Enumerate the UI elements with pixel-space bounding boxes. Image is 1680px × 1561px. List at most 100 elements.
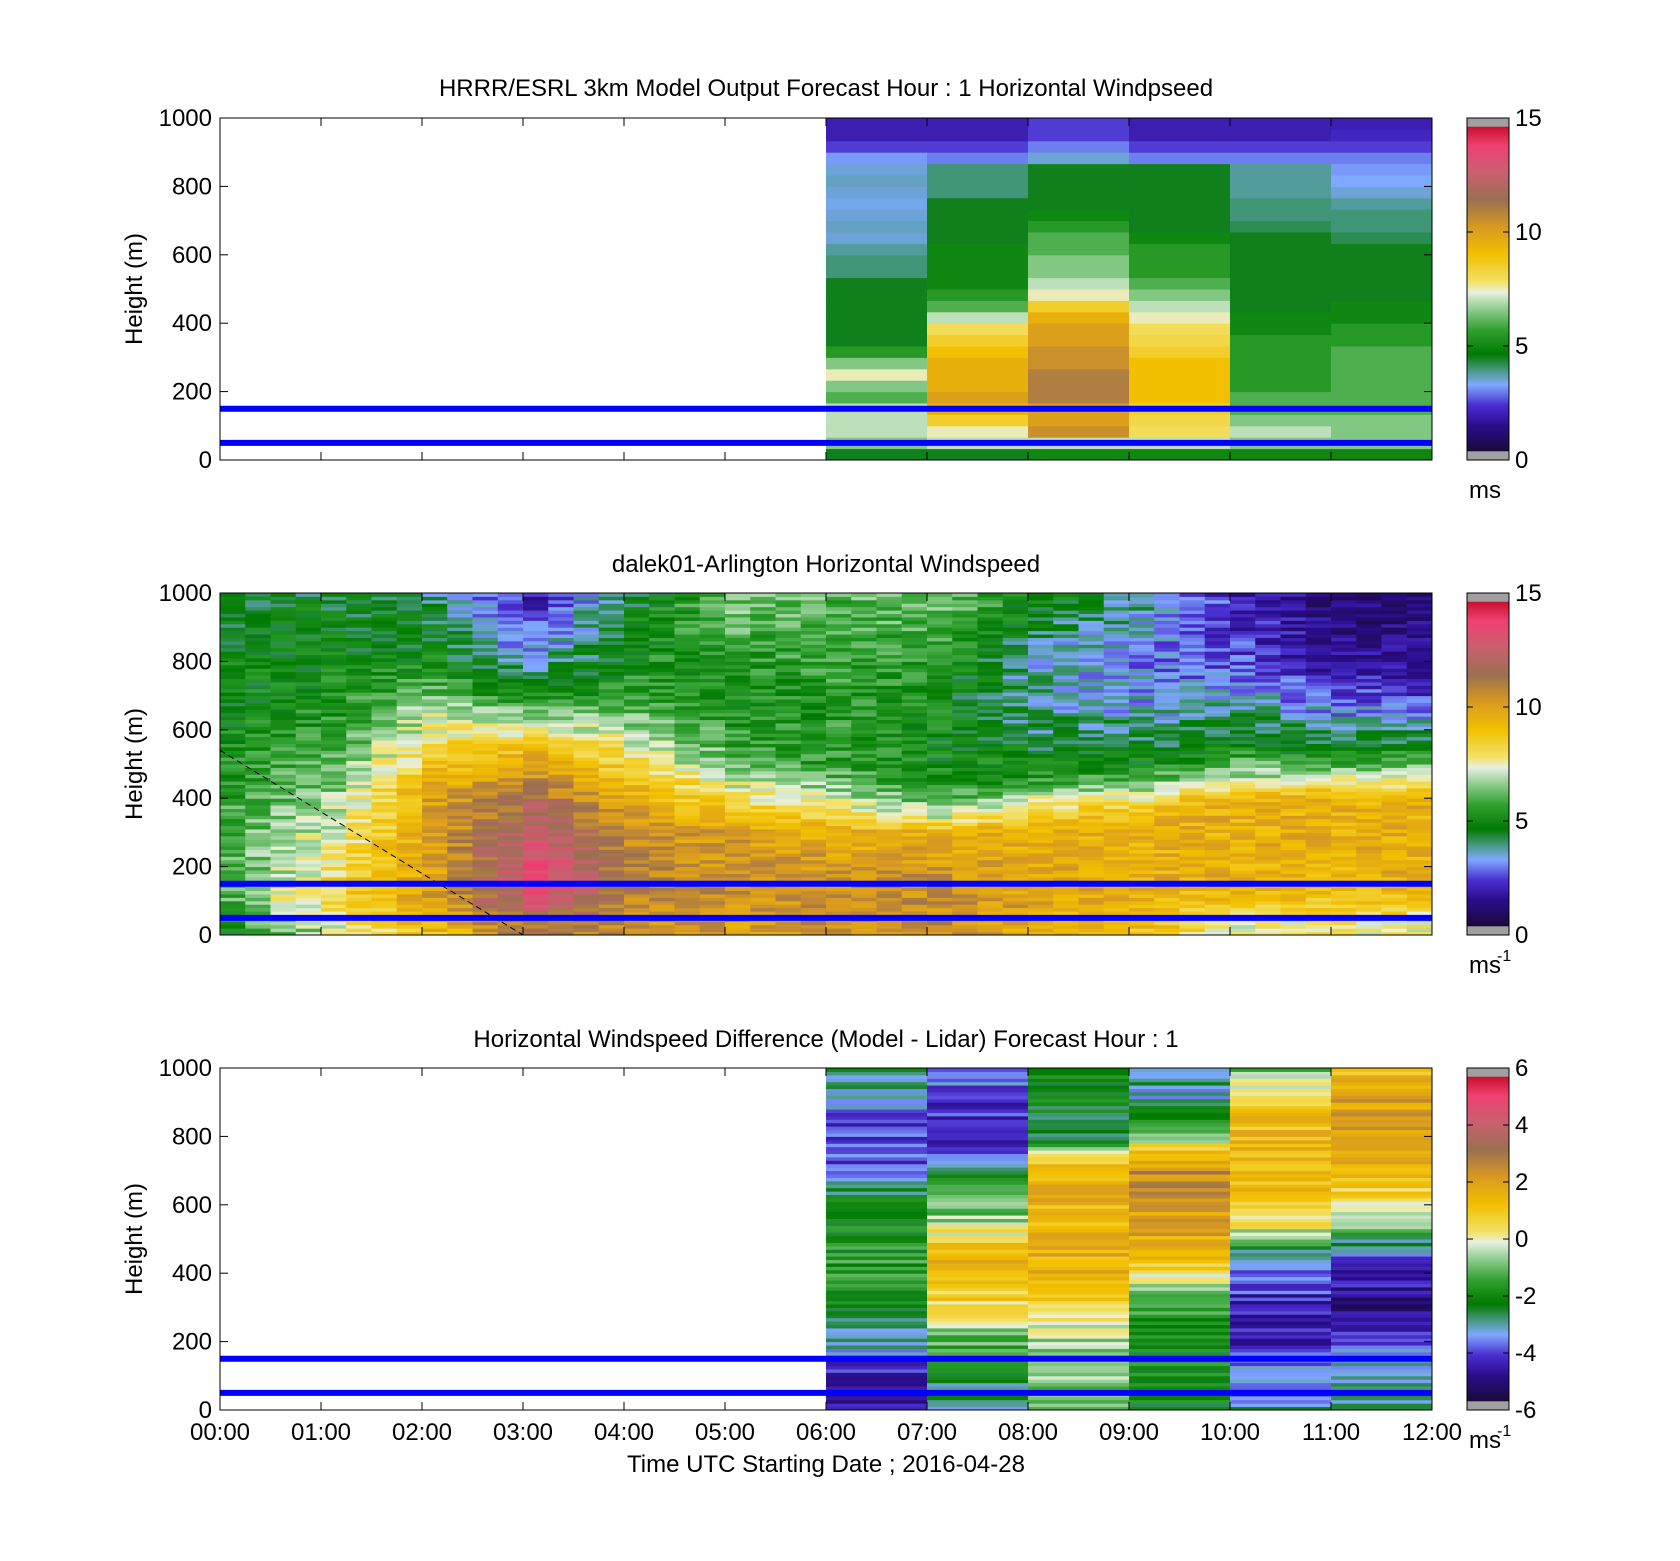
colorbar [1467, 118, 1509, 460]
heatmap-cell [851, 767, 877, 772]
heatmap-cell [396, 777, 423, 782]
heatmap-cell [901, 596, 928, 601]
heatmap-cell [952, 692, 978, 697]
heatmap-cell [1331, 140, 1433, 153]
heatmap-cell [472, 784, 499, 789]
heatmap-cell [220, 640, 246, 645]
heatmap-cell [1002, 900, 1029, 905]
heatmap-cell [775, 876, 802, 881]
heatmap-cell [1129, 767, 1155, 772]
heatmap-cell [901, 661, 928, 666]
heatmap-cell [497, 681, 524, 686]
heatmap-cell [1305, 593, 1332, 597]
heatmap-cell [1406, 890, 1433, 895]
heatmap-cell [1280, 822, 1307, 827]
heatmap-cell [1129, 743, 1155, 748]
heatmap-cell [674, 743, 701, 748]
heatmap-cell [1129, 750, 1155, 755]
heatmap-cell [800, 811, 827, 816]
heatmap-cell [1129, 692, 1155, 697]
heatmap-cell [396, 781, 423, 786]
heatmap-cell [573, 733, 600, 738]
heatmap-cell [1305, 692, 1332, 697]
heatmap-cell [649, 675, 675, 679]
heatmap-cell [649, 911, 675, 915]
heatmap-cell [800, 599, 827, 604]
heatmap-cell [775, 911, 802, 915]
heatmap-cell [851, 736, 877, 741]
heatmap-cell [497, 890, 524, 895]
heatmap-cell [371, 767, 398, 772]
heatmap-cell [1053, 610, 1079, 615]
heatmap-cell [295, 897, 322, 902]
heatmap-cell [371, 798, 398, 803]
heatmap-cell [1002, 654, 1029, 659]
heatmap-cell [1230, 931, 1256, 936]
heatmap-cell [1028, 781, 1054, 786]
heatmap-cell [1356, 712, 1382, 717]
heatmap-cell [1002, 692, 1029, 697]
heatmap-cell [800, 637, 827, 642]
heatmap-cell [220, 664, 246, 669]
heatmap-cell [775, 722, 802, 727]
heatmap-cell [775, 893, 802, 898]
heatmap-cell [1305, 719, 1332, 724]
heatmap-cell [952, 599, 978, 604]
heatmap-cell [1179, 767, 1206, 772]
heatmap-cell [775, 733, 802, 738]
heatmap-cell [750, 668, 776, 673]
heatmap-cell [1255, 787, 1281, 792]
heatmap-cell [548, 764, 574, 768]
heatmap-cell [876, 897, 903, 902]
heatmap-cell [800, 654, 827, 659]
heatmap-cell [472, 688, 499, 693]
heatmap-cell [876, 610, 903, 615]
heatmap-cell [245, 811, 271, 816]
heatmap-cell [775, 644, 802, 649]
heatmap-cell [826, 681, 852, 686]
heatmap-cell [1381, 726, 1408, 731]
heatmap-cell [371, 722, 398, 727]
heatmap-cell [876, 620, 903, 625]
heatmap-cell [548, 887, 574, 892]
heatmap-cell [1028, 770, 1054, 775]
heatmap-cell [220, 719, 246, 724]
heatmap-cell [1331, 784, 1357, 789]
heatmap-cell [497, 832, 524, 837]
heatmap-cell [1179, 760, 1206, 765]
heatmap-cell [649, 801, 675, 806]
heatmap-cell [1053, 846, 1079, 850]
heatmap-cell [1331, 791, 1357, 796]
heatmap-cell [901, 651, 928, 656]
heatmap-cell [523, 781, 549, 786]
heatmap-cell [598, 828, 625, 833]
heatmap-cell [927, 818, 953, 823]
heatmap-cell [472, 928, 499, 933]
heatmap-cell [270, 808, 297, 813]
heatmap-cell [371, 627, 398, 632]
heatmap-cell [422, 911, 448, 915]
heatmap-cell [901, 852, 928, 857]
heatmap-cell [1154, 852, 1180, 857]
heatmap-cell [346, 637, 372, 642]
heatmap-cell [1255, 681, 1281, 686]
heatmap-cell [371, 685, 398, 690]
heatmap-cell [876, 859, 903, 864]
heatmap-cell [1179, 822, 1206, 827]
heatmap-cell [800, 873, 827, 878]
heatmap-cell [371, 876, 398, 881]
heatmap-cell [750, 599, 776, 604]
heatmap-cell [573, 740, 600, 744]
heatmap-cell [699, 808, 726, 813]
heatmap-cell [1154, 897, 1180, 902]
heatmap-cell [800, 777, 827, 782]
heatmap-cell [1053, 832, 1079, 837]
heatmap-cell [1053, 777, 1079, 782]
heatmap-cell [548, 750, 574, 755]
heatmap-cell [699, 616, 726, 621]
heatmap-cell [1053, 664, 1079, 669]
heatmap-cell [396, 770, 423, 775]
heatmap-cell [775, 835, 802, 840]
heatmap-cell [523, 822, 549, 827]
heatmap-cell [598, 681, 625, 686]
